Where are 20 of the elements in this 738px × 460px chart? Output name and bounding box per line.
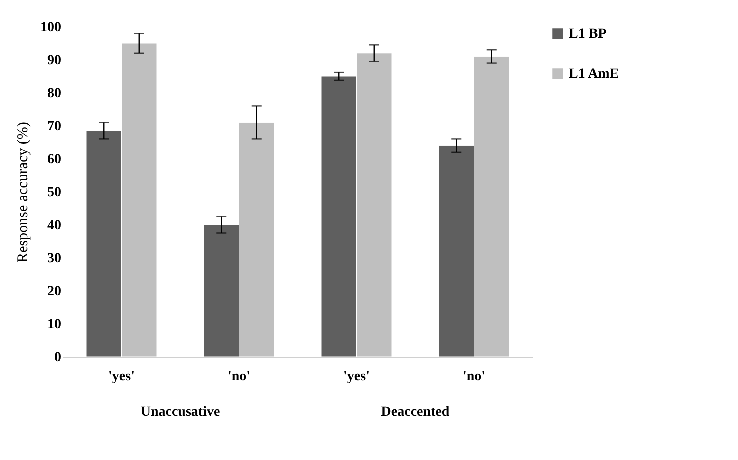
legend-label: L1 BP — [569, 27, 608, 42]
text: Deaccented — [381, 405, 450, 420]
x-tick-label: 'no' — [228, 370, 251, 384]
x-tick-label: 'yes' — [108, 370, 135, 384]
y-tick-label: 0 — [54, 350, 62, 366]
y-axis-title: Response accuracy (%) — [16, 122, 32, 263]
y-tick-label: 10 — [48, 318, 62, 332]
text: Unaccusative — [140, 405, 220, 420]
y-tick-label: 70 — [48, 120, 62, 134]
y-tick-label: 20 — [48, 284, 62, 300]
y-tick-label: 80 — [48, 86, 62, 102]
y-tick-label: 50 — [48, 186, 62, 200]
y-tick-label: 40 — [48, 218, 62, 234]
y-tick-label: 100 — [40, 20, 62, 36]
y-tick-label: 90 — [48, 54, 62, 68]
x-tick-label: 'no' — [462, 370, 486, 384]
x-tick-label: 'yes' — [344, 370, 370, 384]
legend-label: L1 AmE — [569, 67, 620, 82]
y-tick-label: 60 — [48, 152, 62, 168]
y-tick-label: 30 — [48, 252, 62, 266]
